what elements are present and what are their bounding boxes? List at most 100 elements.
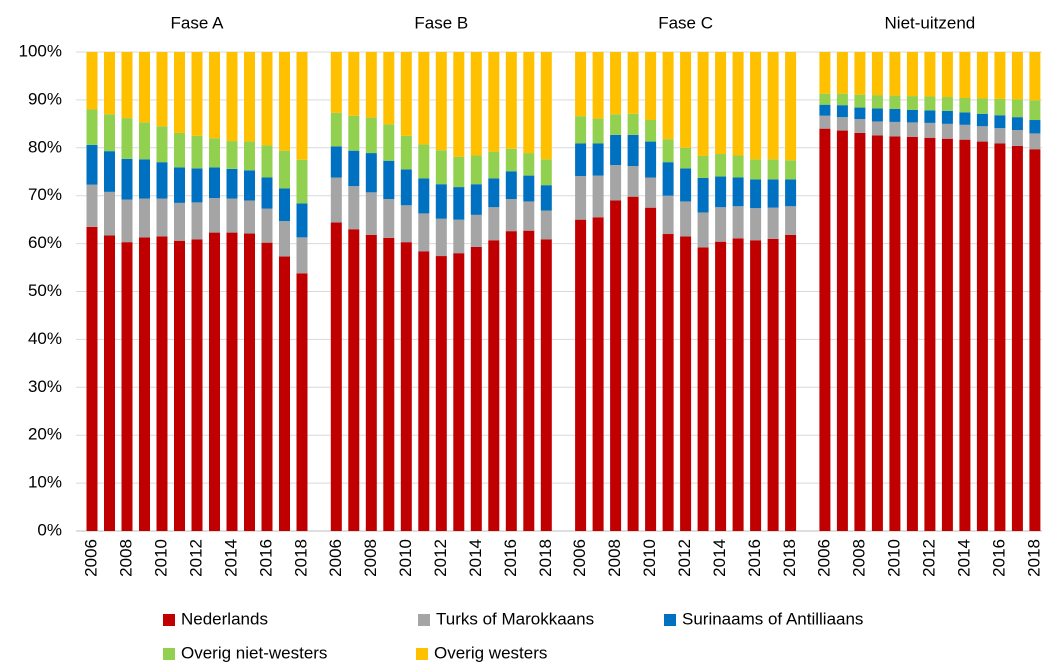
bar-segment [244, 200, 255, 234]
bar-segment [854, 52, 866, 95]
bar-segment [104, 114, 115, 152]
bar-segment [488, 151, 500, 179]
bar-segment [296, 273, 308, 531]
x-tick-label: 2008 [605, 539, 624, 577]
bar-segment [156, 236, 168, 532]
bar-segment [121, 199, 133, 243]
bar-segment [383, 52, 395, 125]
bar-segment [715, 52, 727, 155]
bar-segment [523, 52, 535, 154]
bar-segment [418, 213, 430, 252]
bar-segment [86, 144, 98, 185]
bar-segment [1011, 52, 1023, 100]
bar-segment [785, 206, 797, 235]
bar-segment [941, 52, 953, 98]
bar-segment [540, 185, 552, 211]
bar-segment [365, 192, 377, 235]
bar-segment [976, 98, 988, 114]
x-tick-label: 2018 [780, 539, 799, 577]
bar-segment [209, 52, 220, 139]
bar-segment [435, 218, 447, 257]
x-tick-label: 2018 [536, 539, 555, 577]
bar-segment [662, 52, 674, 140]
bar-segment [976, 141, 988, 531]
x-tick-label: 2006 [326, 539, 345, 577]
bar-segment [854, 119, 866, 133]
bar-segment [750, 179, 762, 209]
bar-segment [365, 117, 377, 154]
bar-segment [330, 52, 342, 113]
bar-segment [889, 52, 901, 96]
x-tick-label: 2008 [116, 539, 135, 577]
bar-segment [453, 253, 465, 531]
bar-segment [296, 159, 308, 204]
x-tick-label: 2016 [745, 539, 764, 577]
bar-segment [191, 135, 203, 169]
bar-segment [488, 52, 500, 152]
bar-segment [750, 52, 762, 160]
bar-segment [924, 110, 936, 123]
bar-segment [505, 52, 517, 149]
bar-segment [924, 137, 936, 531]
bar-segment [1029, 133, 1041, 150]
bar-segment [488, 207, 500, 241]
bar-segment [523, 153, 535, 176]
bar-segment [732, 155, 744, 178]
y-tick-label: 100% [19, 41, 62, 60]
bar-segment [226, 232, 238, 531]
bar-segment [330, 222, 342, 532]
bar-segment [959, 97, 971, 113]
bar-segment [523, 201, 535, 231]
bar-segment [906, 136, 918, 531]
x-tick-label: 2010 [151, 539, 170, 577]
bar-segment [296, 237, 308, 274]
bar-segment [906, 96, 918, 110]
bar-segment [662, 162, 674, 196]
bar-segment [453, 156, 465, 188]
bar-segment [645, 52, 657, 121]
bar-segment [906, 109, 918, 123]
x-tick-label: 2006 [814, 539, 833, 577]
bar-segment [592, 175, 604, 218]
bar-segment [86, 52, 98, 110]
x-tick-label: 2010 [396, 539, 415, 577]
bar-segment [348, 186, 360, 230]
bar-segment [1029, 149, 1041, 531]
bar-segment [470, 214, 482, 247]
bar-segment [785, 234, 797, 531]
bar-segment [104, 235, 115, 531]
bar-segment [174, 132, 185, 168]
bar-segment [296, 203, 308, 238]
bar-segment [592, 217, 604, 531]
bar-segment [435, 256, 447, 531]
bar-segment [121, 118, 133, 159]
bar-segment [627, 52, 639, 114]
bar-segment [680, 52, 692, 148]
bar-segment [871, 95, 883, 109]
bar-segment [418, 251, 430, 531]
bar-segment [871, 108, 883, 122]
bar-segment [86, 226, 98, 531]
bar-segment [854, 94, 866, 108]
bar-segment [645, 177, 657, 208]
bar-segment [662, 139, 674, 163]
x-tick-label: 2006 [81, 539, 100, 577]
bar-segment [592, 143, 604, 176]
bar-segment [435, 150, 447, 185]
bar-segment [244, 141, 255, 171]
group-title: Fase A [171, 13, 225, 32]
x-tick-label: 2008 [361, 539, 380, 577]
x-tick-label: 2014 [710, 539, 729, 577]
bar-segment [610, 52, 622, 115]
bar-segment [1011, 117, 1023, 131]
bar-segment [488, 240, 500, 531]
bar-segment [750, 208, 762, 241]
bar-segment [435, 184, 447, 219]
bar-segment [453, 52, 465, 157]
bar-segment [418, 52, 430, 145]
bar-segment [209, 138, 220, 168]
bar-segment [121, 158, 133, 200]
bar-segment [750, 240, 762, 531]
bar-segment [453, 187, 465, 220]
bar-segment [470, 52, 482, 156]
